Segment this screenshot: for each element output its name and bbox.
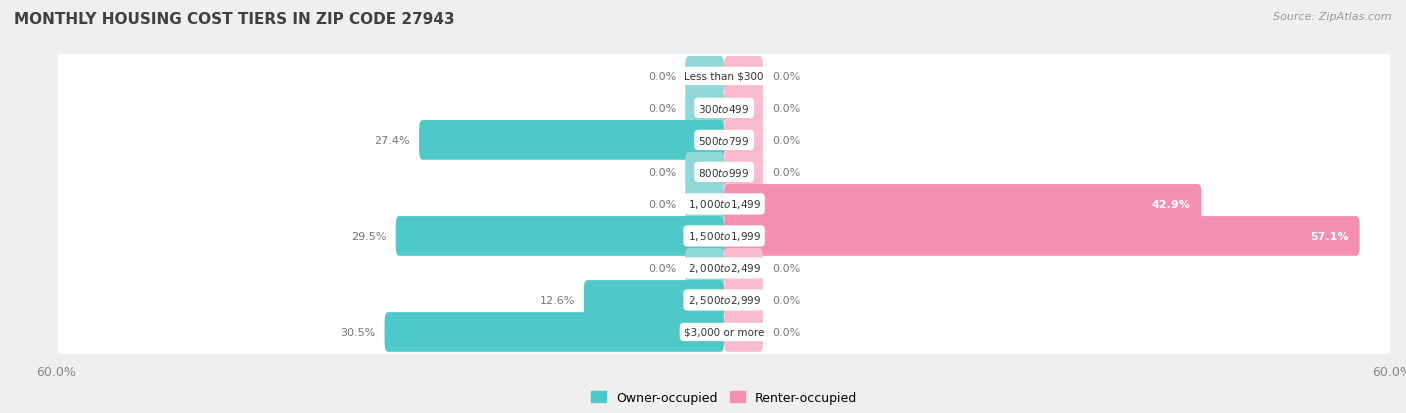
FancyBboxPatch shape xyxy=(685,57,724,97)
Text: 0.0%: 0.0% xyxy=(772,104,800,114)
FancyBboxPatch shape xyxy=(58,87,1391,131)
Text: 57.1%: 57.1% xyxy=(1310,231,1348,241)
FancyBboxPatch shape xyxy=(58,311,1391,354)
FancyBboxPatch shape xyxy=(685,153,724,192)
FancyBboxPatch shape xyxy=(395,216,724,256)
Text: 0.0%: 0.0% xyxy=(772,263,800,273)
FancyBboxPatch shape xyxy=(58,247,1391,290)
Text: 0.0%: 0.0% xyxy=(772,168,800,178)
Text: 0.0%: 0.0% xyxy=(772,327,800,337)
FancyBboxPatch shape xyxy=(724,312,763,352)
FancyBboxPatch shape xyxy=(58,151,1391,194)
FancyBboxPatch shape xyxy=(419,121,724,160)
Text: 0.0%: 0.0% xyxy=(772,135,800,145)
Text: Source: ZipAtlas.com: Source: ZipAtlas.com xyxy=(1274,12,1392,22)
FancyBboxPatch shape xyxy=(58,215,1391,258)
Text: MONTHLY HOUSING COST TIERS IN ZIP CODE 27943: MONTHLY HOUSING COST TIERS IN ZIP CODE 2… xyxy=(14,12,454,27)
FancyBboxPatch shape xyxy=(724,89,763,128)
Text: $300 to $499: $300 to $499 xyxy=(699,103,749,115)
Text: $1,000 to $1,499: $1,000 to $1,499 xyxy=(688,198,761,211)
FancyBboxPatch shape xyxy=(724,121,763,160)
FancyBboxPatch shape xyxy=(724,57,763,97)
FancyBboxPatch shape xyxy=(724,280,763,320)
Text: 42.9%: 42.9% xyxy=(1152,199,1191,209)
Text: 0.0%: 0.0% xyxy=(648,263,676,273)
Text: 0.0%: 0.0% xyxy=(648,199,676,209)
FancyBboxPatch shape xyxy=(58,183,1391,226)
FancyBboxPatch shape xyxy=(685,249,724,288)
FancyBboxPatch shape xyxy=(724,153,763,192)
Text: 0.0%: 0.0% xyxy=(648,104,676,114)
FancyBboxPatch shape xyxy=(685,185,724,224)
FancyBboxPatch shape xyxy=(724,185,1202,224)
Text: 0.0%: 0.0% xyxy=(772,295,800,305)
FancyBboxPatch shape xyxy=(58,55,1391,98)
Text: $800 to $999: $800 to $999 xyxy=(699,166,749,178)
Text: $1,500 to $1,999: $1,500 to $1,999 xyxy=(688,230,761,243)
FancyBboxPatch shape xyxy=(685,89,724,128)
Legend: Owner-occupied, Renter-occupied: Owner-occupied, Renter-occupied xyxy=(586,386,862,409)
Text: Less than $300: Less than $300 xyxy=(685,72,763,82)
Text: 27.4%: 27.4% xyxy=(374,135,411,145)
FancyBboxPatch shape xyxy=(583,280,724,320)
Text: 0.0%: 0.0% xyxy=(772,72,800,82)
Text: $2,500 to $2,999: $2,500 to $2,999 xyxy=(688,294,761,307)
Text: $2,000 to $2,499: $2,000 to $2,499 xyxy=(688,262,761,275)
Text: 30.5%: 30.5% xyxy=(340,327,375,337)
Text: 12.6%: 12.6% xyxy=(540,295,575,305)
FancyBboxPatch shape xyxy=(58,119,1391,162)
FancyBboxPatch shape xyxy=(724,216,1360,256)
Text: 0.0%: 0.0% xyxy=(648,72,676,82)
Text: $500 to $799: $500 to $799 xyxy=(699,135,749,147)
FancyBboxPatch shape xyxy=(385,312,724,352)
Text: 29.5%: 29.5% xyxy=(352,231,387,241)
FancyBboxPatch shape xyxy=(724,249,763,288)
Text: $3,000 or more: $3,000 or more xyxy=(683,327,765,337)
Text: 0.0%: 0.0% xyxy=(648,168,676,178)
FancyBboxPatch shape xyxy=(58,278,1391,322)
